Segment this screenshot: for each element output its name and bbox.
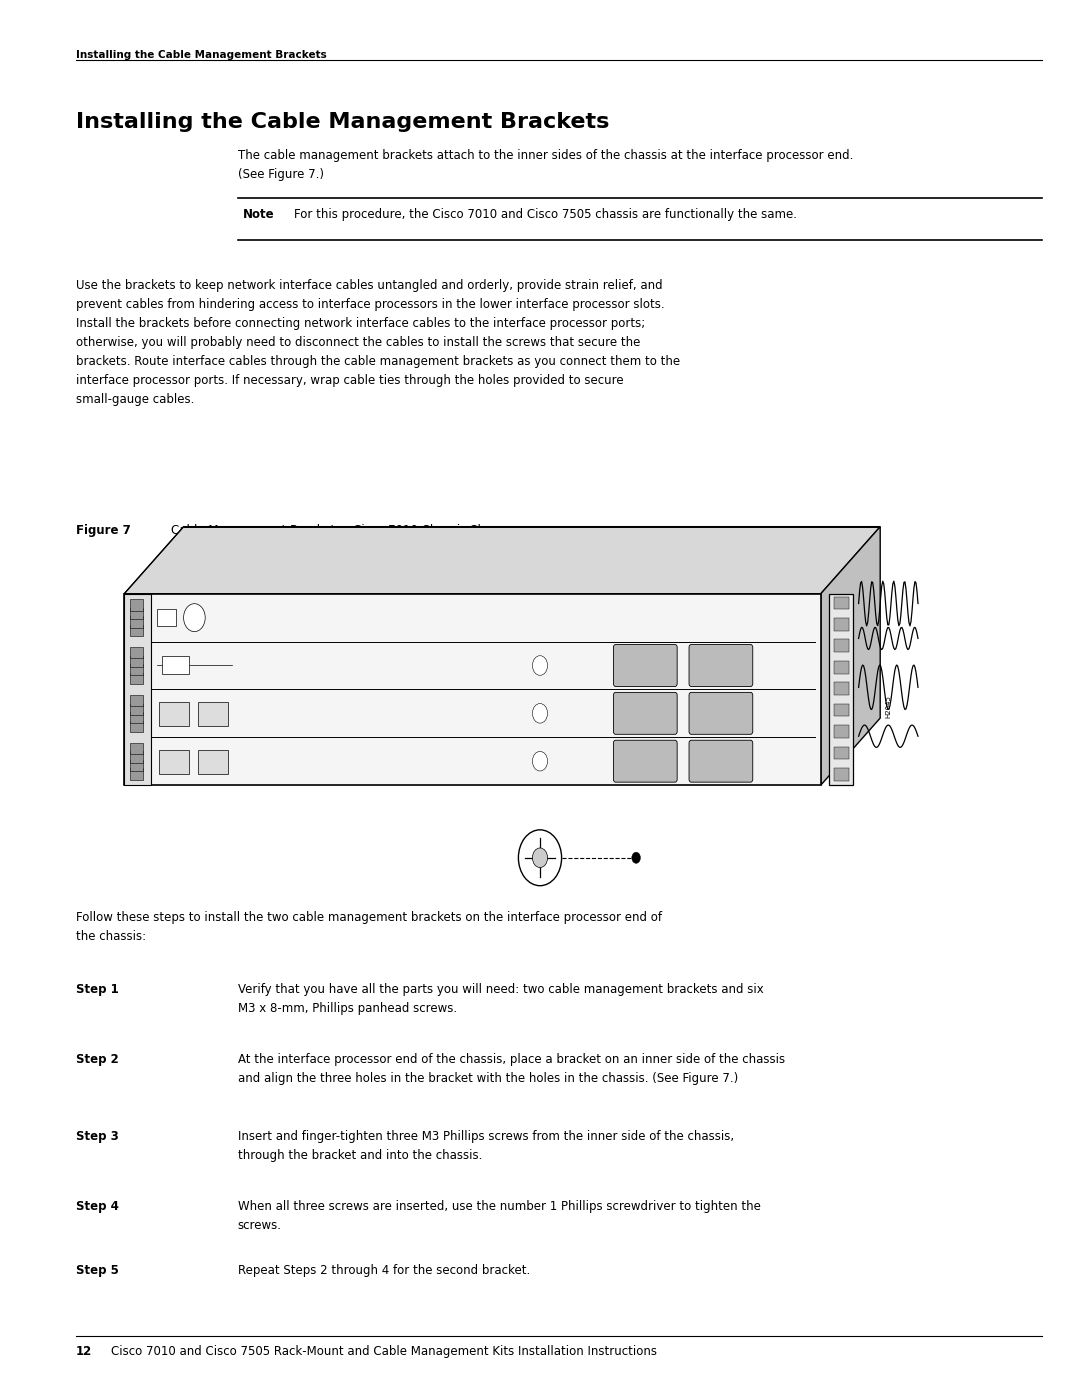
FancyBboxPatch shape [689,740,753,782]
Text: The cable management brackets attach to the inner sides of the chassis at the in: The cable management brackets attach to … [238,149,853,182]
FancyBboxPatch shape [689,693,753,735]
Text: Note: Note [243,208,274,221]
Polygon shape [821,527,880,785]
Polygon shape [124,594,821,785]
Text: Step 2: Step 2 [76,1053,119,1066]
Text: 12: 12 [76,1345,92,1358]
Bar [159,750,189,774]
Text: Installing the Cable Management Brackets: Installing the Cable Management Brackets [76,112,609,131]
Text: Repeat Steps 2 through 4 for the second bracket.: Repeat Steps 2 through 4 for the second … [238,1264,530,1277]
Text: At the interface processor end of the chassis, place a bracket on an inner side : At the interface processor end of the ch… [238,1053,785,1085]
Text: Step 1: Step 1 [76,983,119,996]
Bar [834,683,849,696]
Bar [157,609,176,626]
Bar [162,655,189,673]
Text: Installing the Cable Management Brackets: Installing the Cable Management Brackets [76,50,326,60]
Bar [834,597,849,609]
Text: Step 3: Step 3 [76,1130,119,1143]
Text: Verify that you have all the parts you will need: two cable management brackets : Verify that you have all the parts you w… [238,983,764,1016]
Text: Step 5: Step 5 [76,1264,119,1277]
Bar [130,760,143,771]
Polygon shape [124,527,880,594]
Bar [130,721,143,732]
Bar [130,752,143,763]
Bar [130,616,143,627]
Bar [834,768,849,781]
Text: Insert and finger-tighten three M3 Phillips screws from the inner side of the ch: Insert and finger-tighten three M3 Phill… [238,1130,733,1162]
Circle shape [532,752,548,771]
Text: Follow these steps to install the two cable management brackets on the interface: Follow these steps to install the two ca… [76,911,662,943]
Text: For this procedure, the Cisco 7010 and Cisco 7505 chassis are functionally the s: For this procedure, the Cisco 7010 and C… [294,208,797,221]
Polygon shape [124,594,151,785]
Text: Use the brackets to keep network interface cables untangled and orderly, provide: Use the brackets to keep network interfa… [76,279,679,407]
Bar [198,703,228,726]
Bar [130,673,143,685]
Bar [130,712,143,724]
Bar [159,703,189,726]
FancyBboxPatch shape [613,740,677,782]
Circle shape [532,655,548,675]
Bar [130,624,143,636]
Bar [834,640,849,652]
FancyBboxPatch shape [689,644,753,686]
Text: Figure 7: Figure 7 [76,524,131,536]
Bar [130,664,143,675]
Bar [198,750,228,774]
Circle shape [518,830,562,886]
Text: Cable Management Brackets—Cisco 7010 Chassis Shown: Cable Management Brackets—Cisco 7010 Cha… [171,524,509,536]
Bar [130,647,143,658]
Circle shape [532,704,548,724]
Circle shape [532,848,548,868]
FancyBboxPatch shape [613,693,677,735]
Text: Step 4: Step 4 [76,1200,119,1213]
Bar [834,747,849,760]
Bar [130,599,143,610]
Bar [834,725,849,738]
Text: When all three screws are inserted, use the number 1 Phillips screwdriver to tig: When all three screws are inserted, use … [238,1200,760,1232]
FancyBboxPatch shape [613,644,677,686]
Bar [130,696,143,707]
Circle shape [632,852,640,863]
Bar [130,655,143,666]
Bar [130,704,143,715]
Text: H2045: H2045 [886,696,892,718]
Bar [130,768,143,780]
Text: Cisco 7010 and Cisco 7505 Rack-Mount and Cable Management Kits Installation Inst: Cisco 7010 and Cisco 7505 Rack-Mount and… [111,1345,658,1358]
Bar [130,608,143,619]
Bar [834,617,849,630]
Bar [834,704,849,717]
Bar [834,661,849,673]
Polygon shape [829,594,853,785]
Bar [130,743,143,754]
Circle shape [184,604,205,631]
